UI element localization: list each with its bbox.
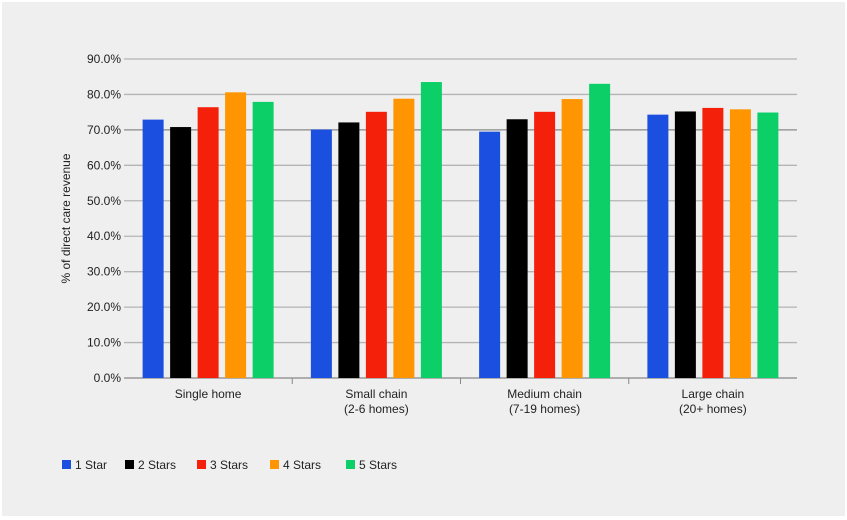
- bar-1-star: [647, 114, 669, 379]
- legend-swatch: [346, 460, 355, 469]
- bar-5-stars: [589, 83, 611, 379]
- bar-2-stars: [170, 127, 192, 378]
- bar-4-stars: [225, 92, 247, 378]
- legend-label: 4 Stars: [283, 458, 321, 472]
- legend-label: 1 Star: [75, 458, 107, 472]
- x-tick-label: Medium chain: [507, 387, 582, 401]
- x-tick-label: Small chain: [345, 387, 407, 401]
- bar-5-stars: [252, 101, 274, 378]
- legend-label: 3 Stars: [210, 458, 248, 472]
- legend-swatch: [197, 460, 206, 469]
- bar-4-stars: [561, 99, 583, 379]
- bar-1-star: [142, 119, 164, 379]
- y-tick-label: 40.0%: [87, 229, 121, 243]
- x-tick-label: (2-6 homes): [344, 402, 409, 416]
- y-tick-label: 20.0%: [87, 300, 121, 314]
- bar-2-stars: [674, 111, 696, 379]
- y-tick-label: 80.0%: [87, 87, 121, 101]
- y-tick-label: 30.0%: [87, 265, 121, 279]
- bar-3-stars: [365, 111, 387, 378]
- legend-label: 2 Stars: [138, 458, 176, 472]
- bar-2-stars: [338, 122, 360, 378]
- bar-1-star: [310, 129, 332, 378]
- x-tick-label: (20+ homes): [679, 402, 747, 416]
- y-tick-label: 0.0%: [94, 371, 122, 385]
- x-tick-label: Single home: [175, 387, 242, 401]
- y-tick-label: 10.0%: [87, 336, 121, 350]
- x-tick-label: Large chain: [682, 387, 745, 401]
- x-tick-label: (7-19 homes): [509, 402, 580, 416]
- bar-3-stars: [534, 111, 556, 378]
- y-tick-label: 60.0%: [87, 158, 121, 172]
- bar-4-stars: [729, 109, 751, 378]
- bar-4-stars: [393, 98, 415, 378]
- y-axis-label: % of direct care revenue: [59, 153, 73, 283]
- y-tick-label: 90.0%: [87, 52, 121, 66]
- y-tick-label: 70.0%: [87, 123, 121, 137]
- bar-3-stars: [702, 107, 724, 378]
- legend-swatch: [270, 460, 279, 469]
- bar-5-stars: [420, 82, 442, 379]
- y-tick-label: 50.0%: [87, 194, 121, 208]
- legend-swatch: [62, 460, 71, 469]
- legend-swatch: [125, 460, 134, 469]
- legend-label: 5 Stars: [359, 458, 397, 472]
- bar-2-stars: [506, 119, 528, 378]
- bar-1-star: [479, 131, 501, 378]
- bar-5-stars: [757, 112, 779, 378]
- bar-3-stars: [197, 107, 219, 379]
